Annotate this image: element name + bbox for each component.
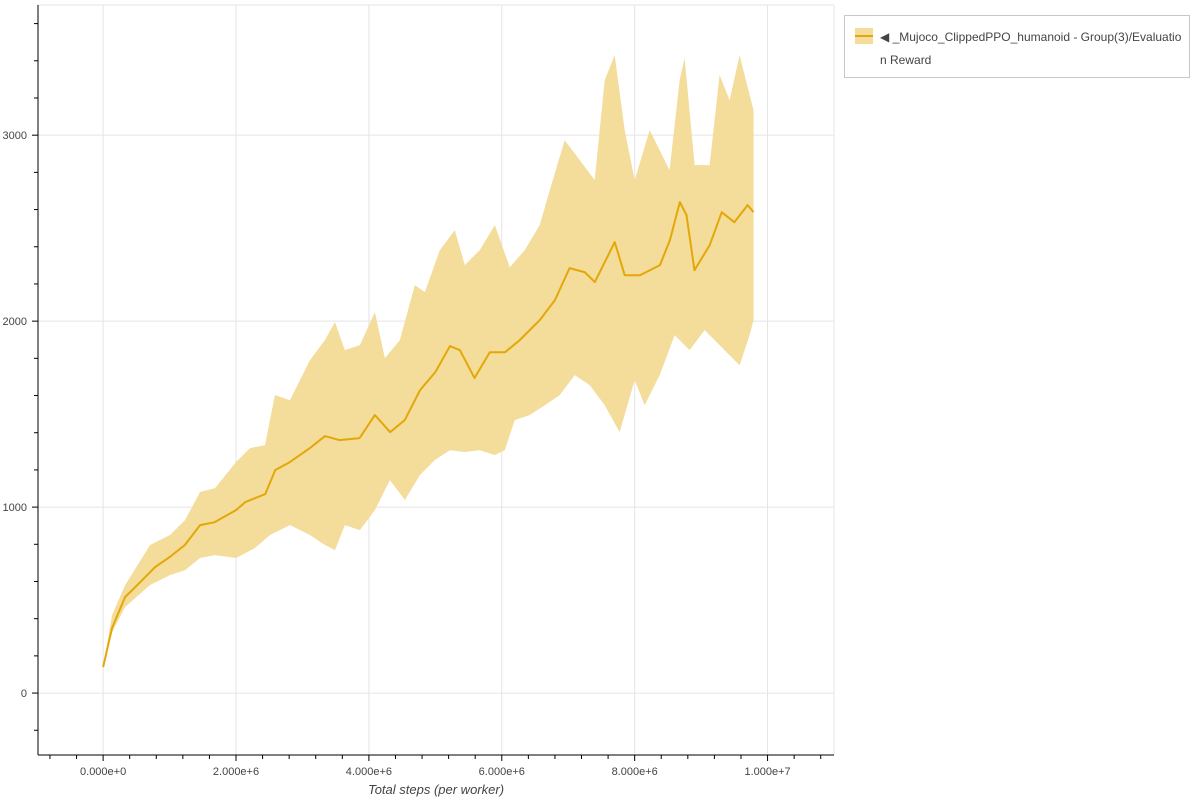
confidence-band [103, 55, 754, 668]
legend[interactable]: ◀ _Mujoco_ClippedPPO_humanoid - Group(3)… [844, 15, 1190, 78]
x-tick-label: 4.000e+6 [346, 766, 392, 778]
x-tick-label: 2.000e+6 [213, 766, 259, 778]
x-tick-label: 0.000e+0 [80, 766, 126, 778]
axes: 0.000e+0 2.000e+6 4.000e+6 6.000e+6 8.000e+6… [3, 5, 834, 778]
x-tick-label: 1.000e+7 [744, 766, 790, 778]
x-tick-label: 8.000e+6 [612, 766, 658, 778]
legend-label[interactable]: ◀ _Mujoco_ClippedPPO_humanoid - Group(3)… [880, 30, 1182, 67]
legend-swatch-icon [855, 28, 873, 44]
series-marks [102, 55, 755, 668]
mean-reward-line [102, 201, 755, 668]
y-tick-label: 3000 [3, 130, 27, 142]
y-tick-label: 0 [21, 688, 27, 700]
x-tick-label: 6.000e+6 [479, 766, 525, 778]
y-tick-label: 2000 [3, 316, 27, 328]
x-axis-title: Total steps (per worker) [368, 782, 504, 797]
y-tick-label: 1000 [3, 502, 27, 514]
